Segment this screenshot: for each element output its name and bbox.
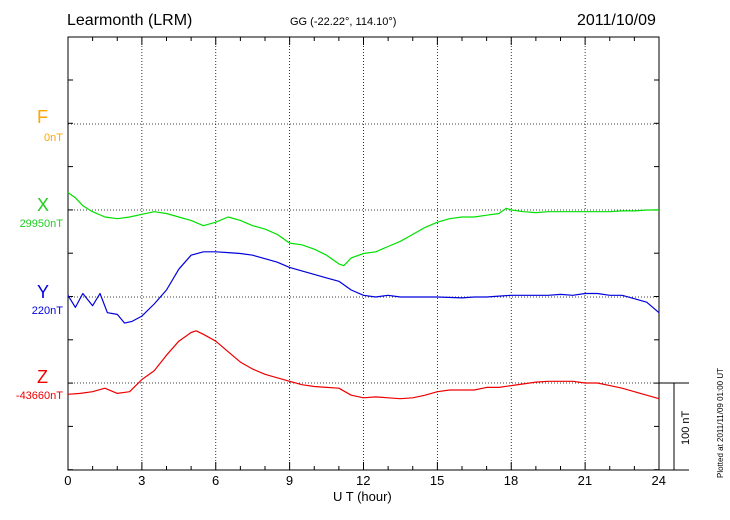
series-y-line [67,251,660,324]
x-tick-label: 0 [64,473,72,488]
grid-lines [68,37,659,470]
series-lines [67,192,660,400]
x-tick-label: 24 [651,473,666,488]
series-x-line [67,192,659,267]
x-tick-label: 15 [429,473,445,488]
scale-bar-label: 100 nT [680,410,692,445]
station-title: Learmonth (LRM) [67,12,193,29]
component-f-letter: F [37,107,48,127]
x-tick-label: 3 [138,473,146,488]
axis-ticks [67,37,660,471]
x-tick-label: 21 [577,473,593,488]
series-z-line [67,330,660,400]
component-y-baseline: 220nT [31,305,63,317]
x-tick-label: 12 [356,473,371,488]
plotted-timestamp: Plotted at 2011/11/09 01:00 UT [716,367,725,478]
x-tick-label: 18 [503,473,519,488]
component-y-letter: Y [37,282,50,302]
x-tick-label: 6 [212,473,220,488]
component-x-letter: X [37,195,50,215]
component-x-baseline: 29950nT [19,218,63,230]
x-axis-label: U T (hour) [333,489,392,504]
component-z-letter: Z [37,367,48,387]
component-z-baseline: -43660nT [15,390,63,402]
component-f-baseline: 0nT [44,132,63,144]
date-title: 2011/10/09 [577,12,656,29]
scale-bar [659,382,689,471]
coordinates-label: GG (-22.22°, 114.10°) [290,16,397,28]
x-tick-label: 9 [285,473,294,488]
